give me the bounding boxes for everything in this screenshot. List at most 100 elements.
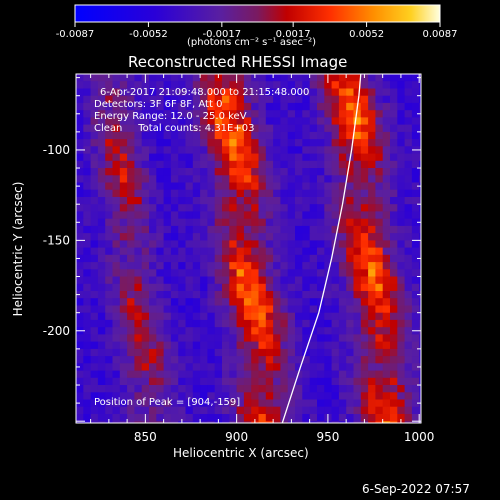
heatmap-pixel: [222, 312, 230, 321]
heatmap-pixel: [317, 356, 325, 364]
heatmap-pixel: [346, 356, 355, 364]
heatmap-pixel: [295, 117, 303, 126]
heatmap-pixel: [170, 240, 179, 249]
heatmap-pixel: [324, 254, 333, 263]
heatmap-pixel: [375, 233, 384, 241]
heatmap-pixel: [368, 269, 376, 278]
heatmap-pixel: [317, 305, 325, 314]
heatmap-pixel: [280, 240, 289, 249]
heatmap-pixel: [76, 95, 84, 104]
heatmap-pixel: [119, 370, 128, 379]
heatmap-pixel: [97, 197, 106, 205]
heatmap-pixel: [185, 348, 194, 357]
heatmap-pixel: [90, 225, 99, 234]
heatmap-pixel: [302, 160, 311, 169]
heatmap-pixel: [149, 406, 157, 415]
heatmap-pixel: [390, 117, 398, 126]
colorbar: -0.0087 -0.0052 -0.0017 0.0017 0.0052 0.0087: [56, 4, 458, 40]
heatmap-pixel: [324, 356, 333, 364]
heatmap-pixel: [200, 377, 208, 386]
heatmap-pixel: [200, 392, 208, 401]
heatmap-pixel: [156, 254, 165, 263]
heatmap-pixel: [353, 240, 362, 249]
heatmap-pixel: [76, 319, 84, 328]
heatmap-pixel: [258, 168, 267, 176]
heatmap-pixel: [90, 204, 99, 212]
heatmap-pixel: [353, 211, 362, 220]
heatmap-pixel: [287, 168, 296, 176]
heatmap-pixel: [411, 81, 420, 89]
heatmap-pixel: [127, 283, 135, 292]
heatmap-pixel: [295, 218, 303, 227]
heatmap-pixel: [112, 146, 121, 155]
heatmap-pixel: [273, 305, 281, 314]
heatmap-pixel: [273, 421, 281, 423]
heatmap-pixel: [236, 211, 245, 220]
heatmap-pixel: [295, 160, 303, 169]
heatmap-pixel: [200, 247, 208, 256]
heatmap-pixel: [368, 218, 376, 227]
heatmap-pixel: [156, 269, 165, 278]
heatmap-pixel: [390, 233, 398, 241]
heatmap-pixel: [317, 95, 325, 104]
heatmap-pixel: [141, 204, 150, 212]
heatmap-pixel: [76, 204, 84, 212]
heatmap-pixel: [156, 225, 165, 234]
heatmap-pixel: [97, 95, 106, 104]
heatmap-pixel: [156, 74, 165, 82]
heatmap-pixel: [309, 74, 318, 82]
heatmap-pixel: [324, 247, 333, 256]
heatmap-pixel: [222, 406, 230, 415]
heatmap-pixel: [192, 160, 201, 169]
heatmap-pixel: [243, 298, 252, 306]
heatmap-pixel: [346, 102, 355, 111]
heatmap-pixel: [229, 406, 238, 415]
heatmap-pixel: [382, 262, 391, 270]
heatmap-pixel: [280, 197, 289, 205]
heatmap-pixel: [265, 348, 274, 357]
heatmap-pixel: [97, 211, 106, 220]
heatmap-pixel: [119, 110, 128, 118]
heatmap-pixel: [265, 247, 274, 256]
heatmap-pixel: [397, 341, 406, 350]
heatmap-pixel: [83, 110, 92, 118]
heatmap-pixel: [404, 385, 413, 393]
heatmap-pixel: [200, 276, 208, 285]
heatmap-pixel: [411, 421, 420, 423]
heatmap-pixel: [331, 262, 340, 270]
heatmap-pixel: [397, 211, 406, 220]
heatmap-pixel: [90, 189, 99, 198]
heatmap-pixel: [200, 312, 208, 321]
heatmap-pixel: [338, 283, 347, 292]
heatmap-pixel: [76, 139, 84, 147]
heatmap-pixel: [302, 153, 311, 162]
heatmap-pixel: [309, 269, 318, 278]
heatmap-pixel: [83, 254, 92, 263]
heatmap-pixel: [338, 370, 347, 379]
heatmap-pixel: [112, 204, 121, 212]
heatmap-pixel: [90, 233, 99, 241]
heatmap-pixel: [309, 247, 318, 256]
heatmap-pixel: [295, 225, 303, 234]
heatmap-pixel: [382, 247, 391, 256]
heatmap-pixel: [353, 276, 362, 285]
heatmap-pixel: [236, 175, 245, 184]
heatmap-pixel: [156, 305, 165, 314]
heatmap-pixel: [390, 88, 398, 97]
heatmap-pixel: [141, 197, 150, 205]
heatmap-pixel: [295, 240, 303, 249]
heatmap-pixel: [273, 204, 281, 212]
heatmap-pixel: [265, 168, 274, 176]
heatmap-pixel: [360, 153, 369, 162]
heatmap-pixel: [170, 88, 179, 97]
heatmap-pixel: [214, 139, 223, 147]
heatmap-pixel: [258, 117, 267, 126]
heatmap-pixel: [156, 146, 165, 155]
heatmap-pixel: [324, 233, 333, 241]
heatmap-pixel: [134, 392, 143, 401]
heatmap-pixel: [309, 421, 318, 423]
heatmap-pixel: [295, 406, 303, 415]
heatmap-pixel: [185, 225, 194, 234]
heatmap-pixel: [156, 356, 165, 364]
heatmap-pixel: [390, 254, 398, 263]
